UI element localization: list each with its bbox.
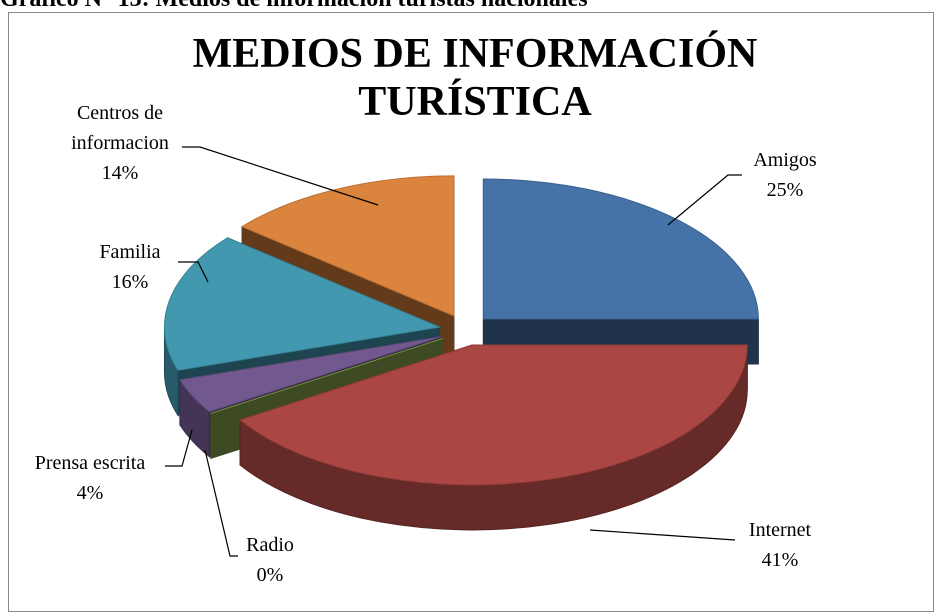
value-label: 4% <box>76 482 104 504</box>
data-label: Centros de informacion 14% <box>55 98 185 188</box>
slice <box>179 336 442 413</box>
leader-line <box>165 429 193 467</box>
caption: Gráfico N° 13: Medios de información tur… <box>0 0 588 13</box>
data-label: Prensa escrita 4% <box>10 448 170 508</box>
data-label: Radio 0% <box>205 530 335 590</box>
value-label: 14% <box>101 162 139 184</box>
leader-line <box>667 174 742 226</box>
category-label: Amigos <box>753 149 817 171</box>
data-label: Internet 41% <box>700 515 860 575</box>
category-label: Prensa escrita <box>34 452 146 474</box>
category-label: Radio <box>246 534 294 556</box>
category-label: Familia <box>99 241 161 263</box>
category-label: Internet <box>748 519 812 541</box>
leader-line <box>204 449 238 557</box>
value-label: 41% <box>761 549 799 571</box>
leader-line <box>178 261 209 283</box>
slice <box>240 175 455 317</box>
slice <box>482 178 759 320</box>
slice <box>164 237 442 371</box>
leader-line <box>182 146 379 206</box>
leader-line <box>589 529 736 541</box>
value-label: 25% <box>766 179 804 201</box>
data-label: Amigos 25% <box>705 145 865 205</box>
value-label: 0% <box>256 564 284 586</box>
slice <box>239 344 748 486</box>
category-label: Centros de informacion <box>71 102 169 154</box>
chart-title: MEDIOS DE INFORMACIÓN TURÍSTICA <box>192 31 758 125</box>
data-label: Familia 16% <box>65 237 195 297</box>
value-label: 16% <box>111 271 149 293</box>
